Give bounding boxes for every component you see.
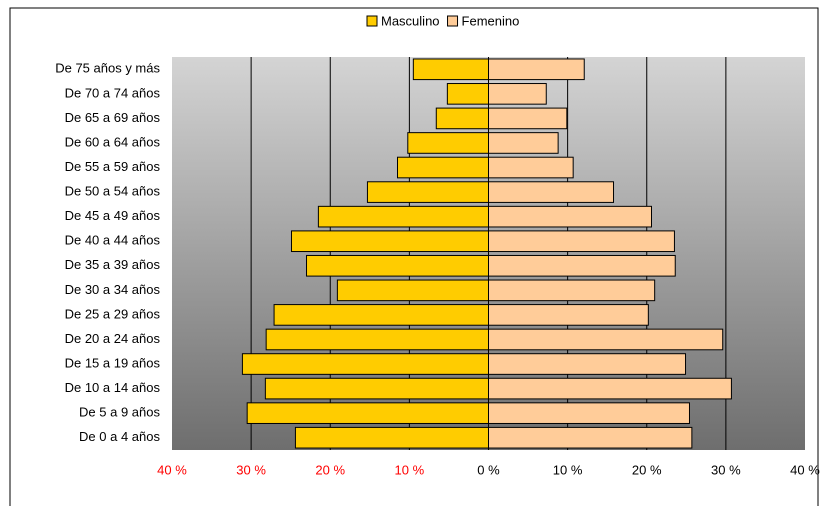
y-tick-label: De 70 a 74 años (65, 85, 161, 100)
y-tick-label: De 65 a 69 años (65, 110, 161, 125)
y-tick-label: De 35 a 39 años (65, 257, 161, 272)
bar (435, 107, 489, 130)
legend-label: Femenino (462, 13, 520, 28)
bar (366, 181, 489, 203)
bar (488, 402, 690, 424)
bar (265, 328, 489, 351)
bar (317, 205, 489, 228)
bar (290, 230, 490, 253)
legend-swatch (447, 15, 459, 27)
y-tick-label: De 0 a 4 años (79, 429, 160, 444)
y-tick-label: De 20 a 24 años (65, 331, 161, 346)
x-tick-label: 20 % (632, 462, 662, 477)
y-tick-label: De 45 a 49 años (65, 208, 161, 223)
bar (306, 254, 490, 277)
bar (264, 377, 489, 400)
bar (488, 328, 724, 351)
bar (246, 402, 489, 424)
y-tick-label: De 75 años y más (55, 61, 160, 76)
bar (488, 181, 615, 203)
bar (488, 107, 568, 130)
y-tick-label: De 40 a 44 años (65, 233, 161, 248)
bar (488, 353, 687, 375)
bar (488, 254, 676, 277)
bar (294, 426, 489, 449)
legend-swatch (366, 15, 378, 27)
bar (412, 58, 489, 81)
x-tick-label: 40 % (790, 462, 820, 477)
y-tick-label: De 25 a 29 años (65, 306, 161, 321)
legend-label: Masculino (381, 13, 440, 28)
chart-frame (9, 7, 819, 506)
y-tick-label: De 15 a 19 años (65, 355, 161, 370)
bar (488, 426, 693, 449)
bar (407, 132, 490, 154)
bar (446, 83, 490, 105)
bar (241, 353, 489, 375)
y-tick-label: De 50 a 54 años (65, 184, 161, 199)
bar (488, 377, 732, 400)
bar (488, 156, 574, 179)
bar (488, 304, 649, 326)
x-tick-label: 40 % (157, 462, 187, 477)
bar (488, 83, 547, 105)
y-tick-label: De 10 a 14 años (65, 380, 161, 395)
bar (488, 132, 559, 154)
bar (488, 205, 652, 228)
y-tick-label: De 55 a 59 años (65, 159, 161, 174)
bar (488, 58, 585, 81)
y-tick-label: De 30 a 34 años (65, 282, 161, 297)
y-tick-label: De 5 a 9 años (79, 405, 160, 420)
bar (488, 279, 656, 302)
x-tick-label: 10 % (553, 462, 583, 477)
x-tick-label: 0 % (477, 462, 500, 477)
x-tick-label: 10 % (395, 462, 425, 477)
x-tick-label: 20 % (315, 462, 345, 477)
bar (273, 304, 490, 326)
bar (397, 156, 490, 179)
bar (336, 279, 489, 302)
y-tick-label: De 60 a 64 años (65, 134, 161, 149)
x-tick-label: 30 % (236, 462, 266, 477)
x-tick-label: 30 % (711, 462, 741, 477)
bar (488, 230, 675, 253)
